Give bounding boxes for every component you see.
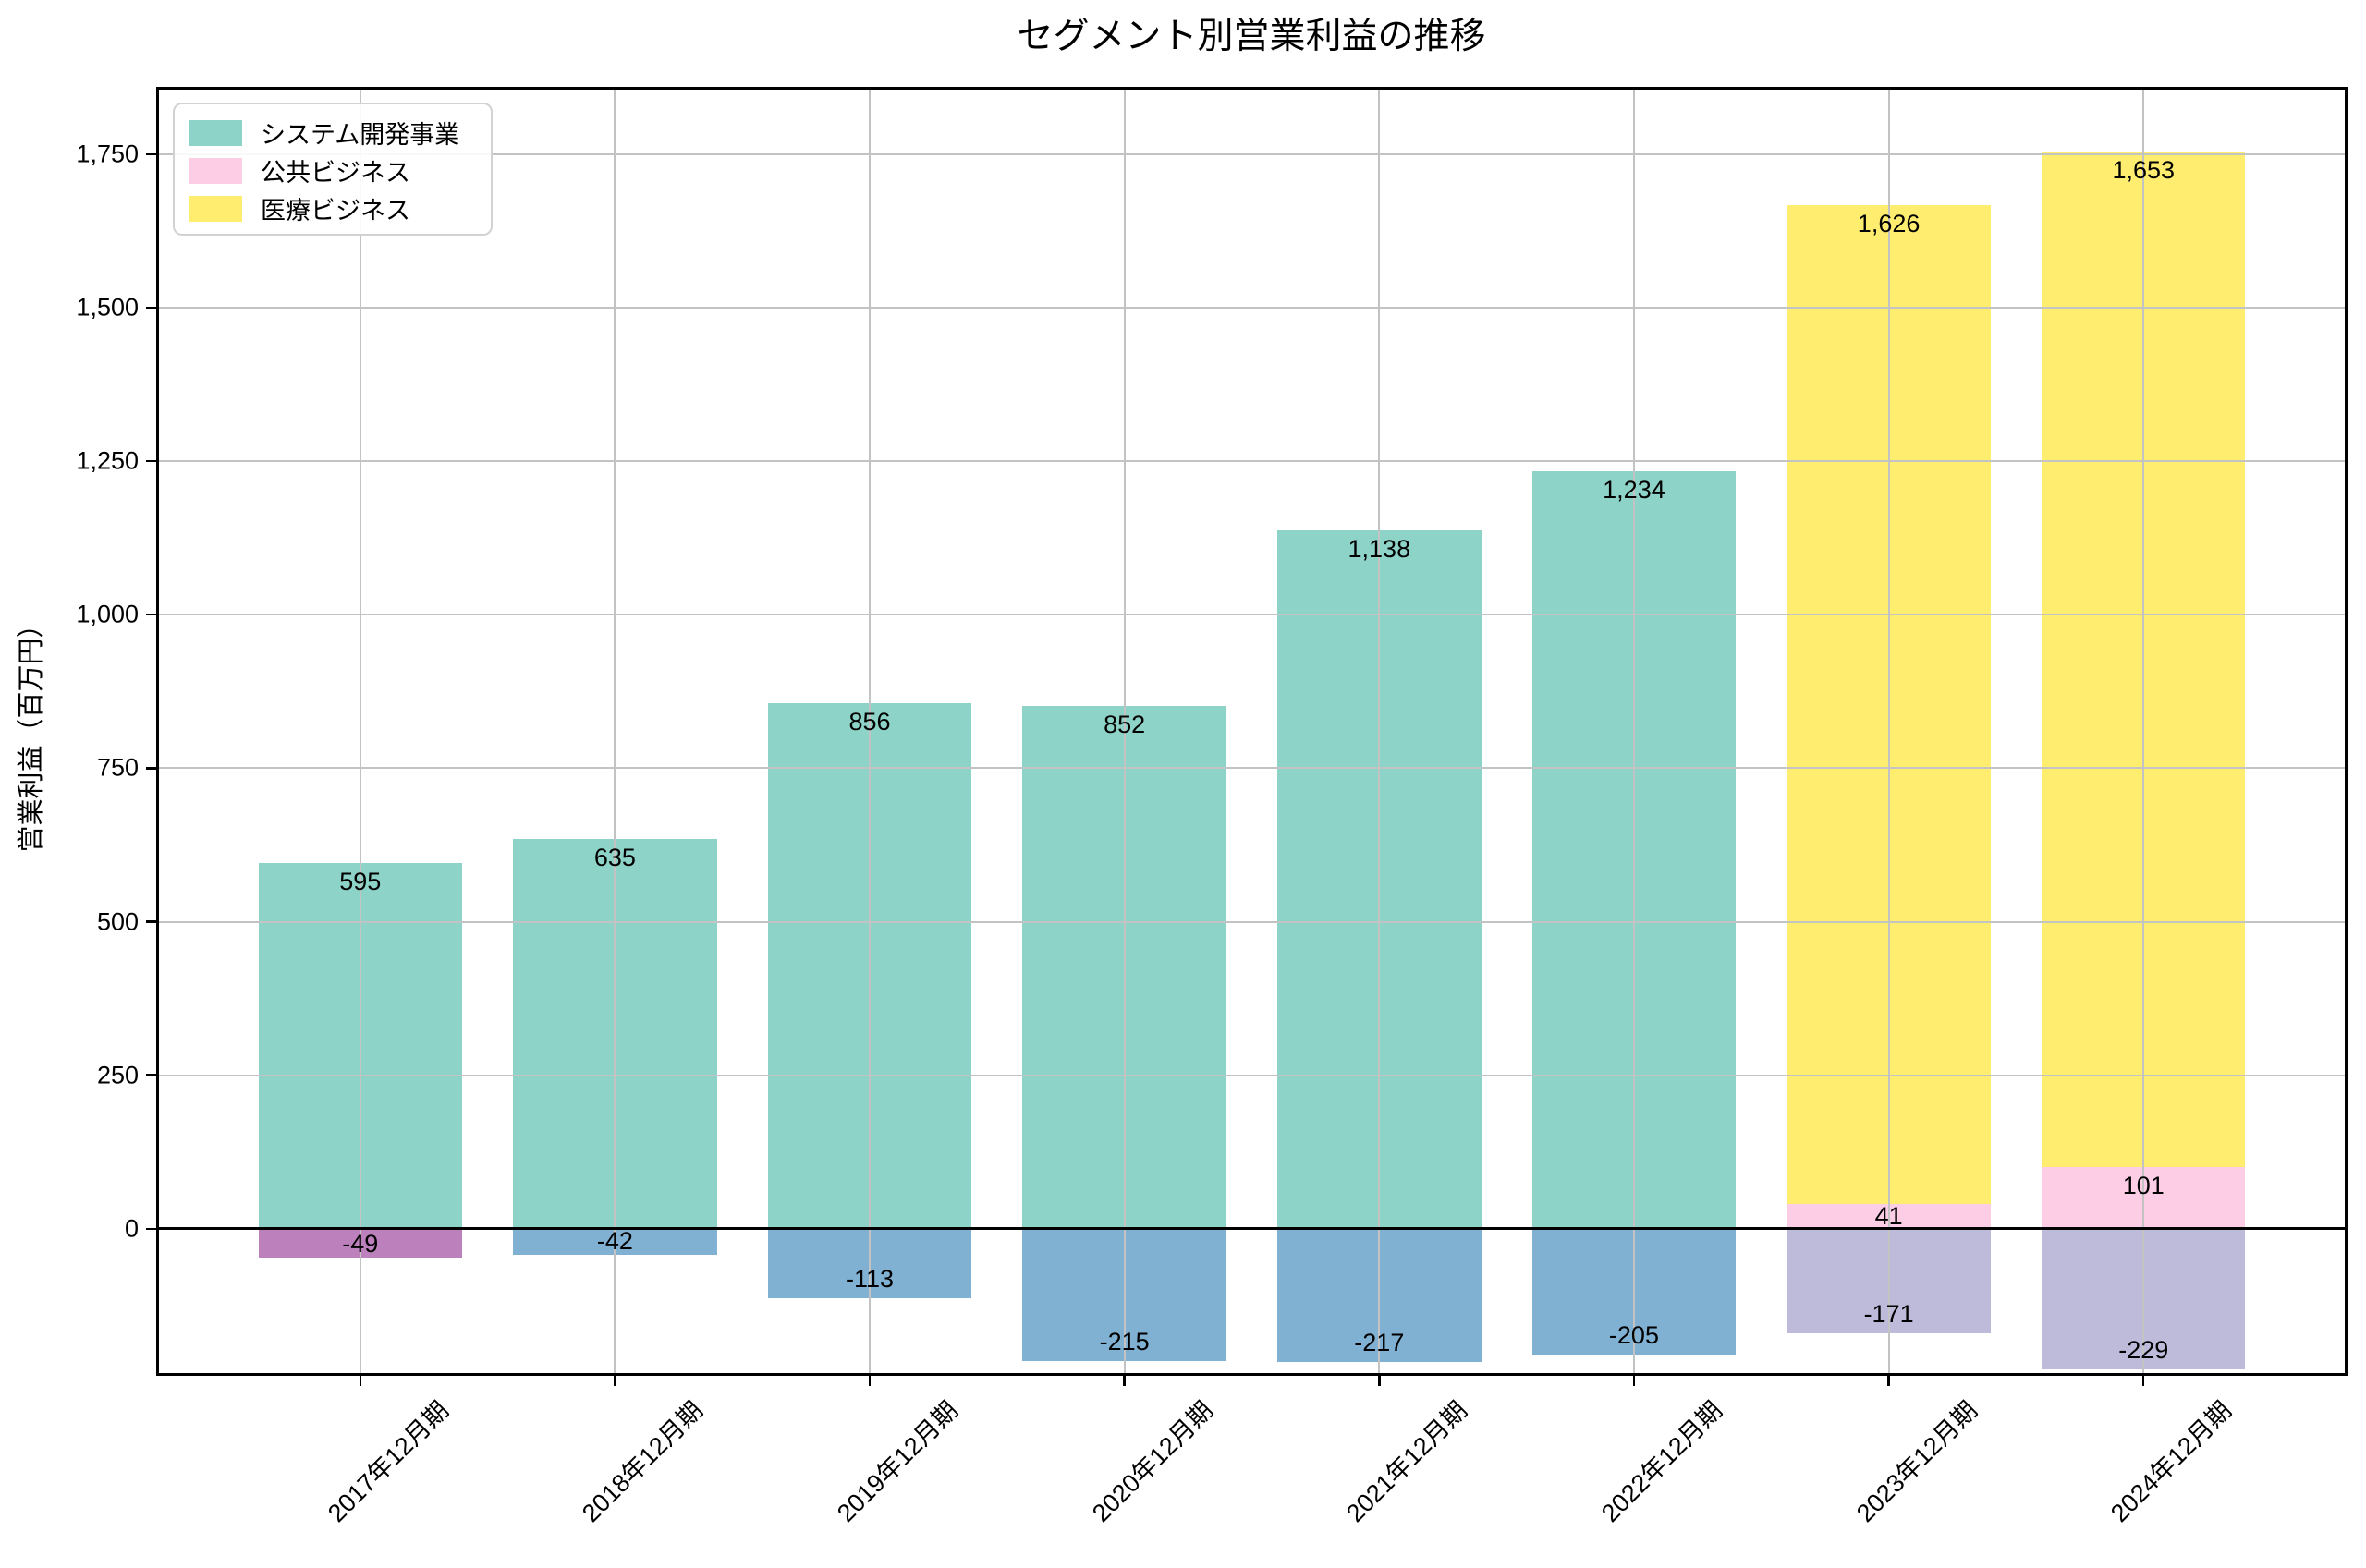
x-tick-label: 2024年12月期 xyxy=(2105,1395,2238,1528)
value-label: 41 xyxy=(1874,1201,1903,1230)
value-label: 1,138 xyxy=(1348,534,1411,563)
x-tick-mark xyxy=(359,1373,361,1386)
gridline-vertical xyxy=(359,90,361,1373)
value-label: 852 xyxy=(1104,710,1146,738)
x-tick-mark xyxy=(1378,1373,1381,1386)
value-label: -215 xyxy=(1099,1327,1150,1355)
gridline-vertical xyxy=(1887,90,1890,1373)
legend-label: システム開発事業 xyxy=(261,121,460,149)
y-tick-mark xyxy=(146,767,159,770)
value-label: 595 xyxy=(339,868,382,896)
x-tick-label: 2022年12月期 xyxy=(1595,1395,1728,1528)
legend-item: システム開発事業 xyxy=(189,114,491,152)
value-label: 101 xyxy=(2122,1171,2165,1199)
gridline-horizontal xyxy=(159,1074,2345,1076)
x-tick-label: 2023年12月期 xyxy=(1850,1395,1982,1528)
value-label: -49 xyxy=(342,1229,379,1258)
value-label: -205 xyxy=(1608,1321,1659,1350)
y-tick-mark xyxy=(146,613,159,616)
value-label: -217 xyxy=(1354,1329,1405,1357)
x-tick-label: 2017年12月期 xyxy=(322,1395,454,1528)
y-tick-mark xyxy=(146,306,159,310)
axis-spine-bottom xyxy=(156,1373,2348,1376)
y-tick-mark xyxy=(146,920,159,923)
legend: システム開発事業 公共ビジネス 医療ビジネス xyxy=(173,103,493,236)
y-tick-label: 1,250 xyxy=(76,446,139,475)
gridline-vertical xyxy=(869,90,872,1373)
gridline-horizontal xyxy=(159,767,2345,770)
y-tick-label: 250 xyxy=(96,1061,139,1089)
y-tick-label: 500 xyxy=(96,907,139,936)
chart-title: セグメント別営業利益の推移 xyxy=(1017,17,1486,56)
legend-item: 公共ビジネス xyxy=(189,152,491,189)
value-label: 856 xyxy=(848,707,891,735)
gridline-horizontal xyxy=(159,460,2345,463)
gridline-vertical xyxy=(2142,90,2145,1373)
value-label: -113 xyxy=(846,1264,895,1293)
y-axis-label: 営業利益（百万円） xyxy=(17,611,46,853)
y-tick-label: 750 xyxy=(96,753,139,782)
zero-line xyxy=(159,1227,2345,1231)
value-label: 1,626 xyxy=(1857,209,1921,237)
legend-swatch xyxy=(189,195,242,222)
y-tick-mark xyxy=(146,152,159,156)
x-tick-label: 2018年12月期 xyxy=(577,1395,709,1528)
y-tick-label: 0 xyxy=(124,1214,139,1243)
axis-spine-right xyxy=(2345,87,2348,1376)
gridline-vertical xyxy=(1123,90,1126,1373)
x-tick-label: 2019年12月期 xyxy=(832,1395,964,1528)
y-tick-label: 1,500 xyxy=(76,293,139,322)
legend-swatch xyxy=(189,119,242,146)
gridline-vertical xyxy=(1632,90,1635,1373)
gridline-vertical xyxy=(1378,90,1381,1373)
axis-spine-left xyxy=(156,87,159,1376)
y-tick-mark xyxy=(146,1074,159,1076)
x-tick-mark xyxy=(614,1373,616,1386)
x-tick-mark xyxy=(1632,1373,1636,1386)
gridline-horizontal xyxy=(159,306,2345,309)
gridline-horizontal xyxy=(159,614,2345,616)
x-tick-mark xyxy=(1123,1373,1126,1386)
x-tick-mark xyxy=(2141,1373,2145,1386)
x-tick-label: 2021年12月期 xyxy=(1341,1395,1473,1528)
value-label: -42 xyxy=(596,1227,633,1256)
x-tick-label: 2020年12月期 xyxy=(1086,1395,1218,1528)
legend-item: 医療ビジネス xyxy=(189,189,491,227)
value-label: 635 xyxy=(593,843,636,871)
y-tick-mark xyxy=(146,459,159,463)
legend-swatch xyxy=(189,157,242,184)
value-label: 1,653 xyxy=(2112,156,2176,185)
x-tick-mark xyxy=(1887,1373,1890,1386)
y-tick-label: 1,000 xyxy=(76,600,139,628)
value-label: 1,234 xyxy=(1603,475,1665,504)
legend-label: 公共ビジネス xyxy=(261,159,410,187)
value-label: -229 xyxy=(2118,1336,2169,1364)
gridline-horizontal xyxy=(159,152,2345,155)
y-tick-label: 1,750 xyxy=(76,140,139,168)
value-label: -171 xyxy=(1863,1300,1914,1329)
gridline-vertical xyxy=(614,90,616,1373)
axis-spine-top xyxy=(156,87,2348,90)
y-tick-mark xyxy=(146,1227,159,1231)
x-tick-mark xyxy=(868,1373,872,1386)
gridline-horizontal xyxy=(159,920,2345,923)
legend-label: 医療ビジネス xyxy=(261,197,410,225)
